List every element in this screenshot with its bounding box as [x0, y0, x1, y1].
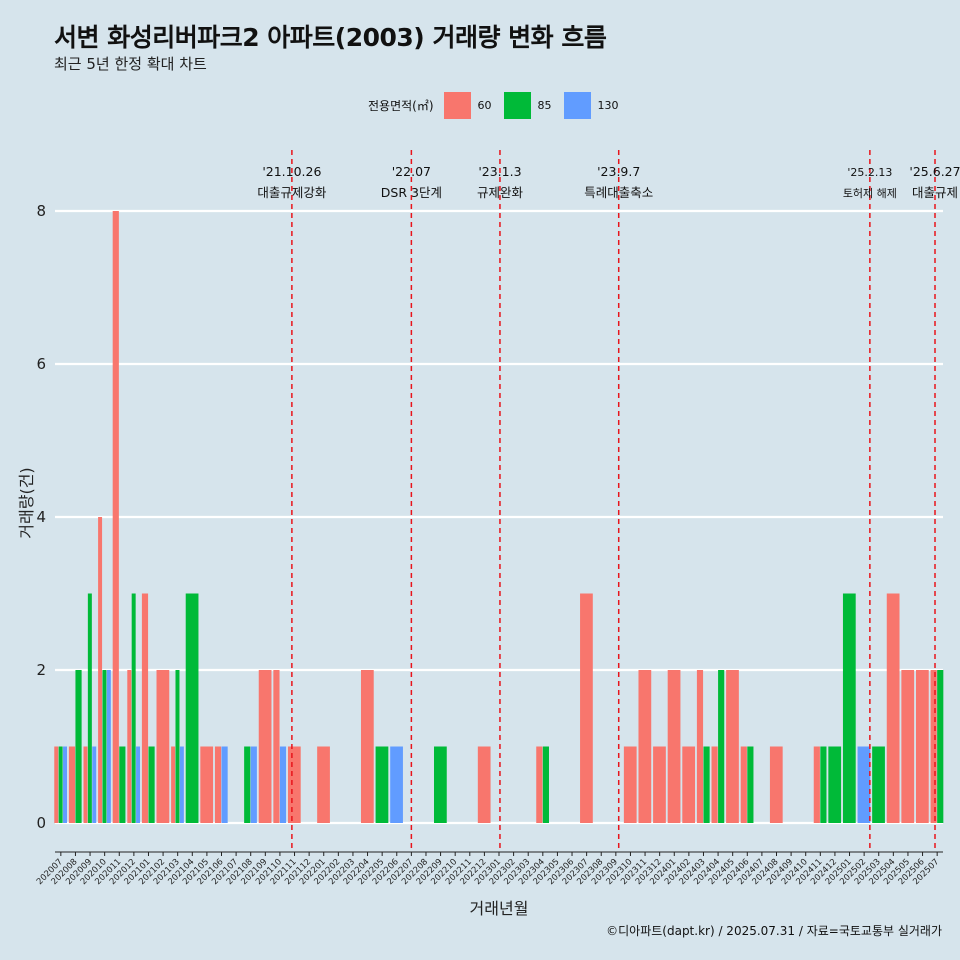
- x-axis-title: 거래년월: [470, 899, 529, 918]
- chart-subtitle: 최근 5년 한정 확대 차트: [54, 55, 207, 73]
- bar-202103-130: [179, 746, 184, 823]
- bar-202008-60: [68, 746, 76, 823]
- bar-202405-60: [726, 670, 739, 823]
- bar-202503-85: [872, 746, 885, 823]
- bar-202504-60: [886, 593, 900, 823]
- bar-202103-60: [171, 746, 176, 823]
- bar-202012-130: [136, 746, 141, 823]
- bar-202402-60: [682, 746, 696, 823]
- bar-202012-60: [127, 670, 132, 823]
- bar-202406-60: [740, 746, 747, 823]
- bar-202412-85: [828, 746, 842, 823]
- legend-label-60: 60: [477, 99, 492, 112]
- bar-202010-85: [102, 670, 107, 823]
- bar-202411-60: [813, 746, 820, 823]
- bar-202109-60: [258, 670, 272, 823]
- bar-202212-60: [477, 746, 491, 823]
- bar-202307-60: [580, 593, 593, 823]
- legend-item-60: 60: [443, 92, 498, 119]
- bar-202404-60: [711, 746, 718, 823]
- event-desc-label: 대출규제: [912, 185, 958, 200]
- event-date-label: '25.2.13: [847, 166, 892, 179]
- legend-label-85: 85: [537, 99, 552, 112]
- bar-202007-130: [63, 746, 68, 823]
- event-desc-label: 대출규제강화: [257, 185, 327, 200]
- bar-202206-130: [390, 746, 403, 823]
- bar-202201-60: [317, 746, 330, 823]
- bar-202012-85: [131, 593, 136, 823]
- legend-title: 전용면적(㎡): [368, 99, 434, 113]
- bar-202311-60: [638, 670, 652, 823]
- bar-202209-85: [434, 746, 447, 823]
- bar-202501-85: [842, 593, 856, 823]
- y-tick-label: 0: [36, 814, 46, 832]
- bar-202507-85: [937, 670, 944, 823]
- event-date-label: '23.1.3: [478, 164, 521, 179]
- y-tick-label: 8: [36, 202, 46, 220]
- bar-202010-60: [98, 517, 103, 823]
- bar-202304-60: [536, 746, 543, 823]
- bar-202007-60: [54, 746, 59, 823]
- legend-key-60: [443, 92, 471, 119]
- bar-202205-85: [375, 746, 389, 823]
- bar-202404-85: [718, 670, 725, 823]
- bar-202009-60: [83, 746, 88, 823]
- legend-label-130: 130: [597, 99, 619, 112]
- chart-title: 서변 화성리버파크2 아파트(2003) 거래량 변화 흐름: [54, 23, 607, 52]
- bar-202506-60: [915, 670, 929, 823]
- legend-item-130: 130: [563, 92, 625, 119]
- event-desc-label: 특례대출축소: [584, 185, 653, 200]
- y-tick-label: 6: [36, 355, 46, 373]
- bar-202312-60: [653, 746, 666, 823]
- bar-202105-60: [200, 746, 214, 823]
- legend-key-130: [563, 92, 591, 119]
- event-date-label: '22.07: [392, 164, 431, 179]
- bar-202110-130: [279, 746, 287, 823]
- bar-202011-60: [112, 211, 119, 823]
- bar-202008-85: [75, 670, 82, 823]
- bar-202507-60: [930, 670, 937, 823]
- legend-key-85: [503, 92, 531, 119]
- y-axis-title: 거래량(건): [17, 467, 36, 538]
- event-date-label: '23.9.7: [597, 164, 640, 179]
- bar-202406-85: [747, 746, 754, 823]
- event-desc-label: DSR 3단계: [381, 185, 442, 200]
- bar-202401-60: [667, 670, 681, 823]
- bar-202106-130: [221, 746, 228, 823]
- y-tick-label: 4: [36, 508, 46, 526]
- bar-202101-85: [148, 746, 155, 823]
- bar-202108-130: [250, 746, 257, 823]
- event-desc-label: 규제완화: [477, 185, 524, 200]
- source-caption: ©디아파트(dapt.kr) / 2025.07.31 / 자료=국토교통부 실…: [606, 924, 942, 938]
- bar-202103-85: [175, 670, 180, 823]
- bar-202108-85: [244, 746, 251, 823]
- event-date-label: '21.10.26: [262, 164, 321, 179]
- event-date-label: '25.6.27: [909, 164, 960, 179]
- bar-202009-85: [87, 593, 92, 823]
- bar-202110-60: [273, 670, 280, 823]
- bar-202310-60: [623, 746, 637, 823]
- bar-202111-60: [287, 746, 301, 823]
- bar-202009-130: [92, 746, 97, 823]
- bar-202101-60: [141, 593, 149, 823]
- bar-202204-60: [360, 670, 374, 823]
- bar-202403-85: [703, 746, 710, 823]
- event-desc-label: 토허제 해제: [843, 186, 897, 200]
- bar-202104-85: [185, 593, 199, 823]
- y-tick-label: 2: [36, 661, 46, 679]
- bar-202403-60: [696, 670, 704, 823]
- bar-202505-60: [901, 670, 915, 823]
- bar-202304-85: [542, 746, 549, 823]
- legend-item-85: 85: [503, 92, 558, 119]
- bar-202106-60: [214, 746, 222, 823]
- bar-202411-85: [820, 746, 827, 823]
- legend: 전용면적(㎡) 60 85 130: [368, 92, 631, 119]
- bar-202011-85: [119, 746, 126, 823]
- bar-202502-130: [857, 746, 871, 823]
- bar-202408-60: [769, 746, 783, 823]
- bar-202102-60: [156, 670, 170, 823]
- bar-202007-85: [58, 746, 63, 823]
- bar-202010-130: [106, 670, 111, 823]
